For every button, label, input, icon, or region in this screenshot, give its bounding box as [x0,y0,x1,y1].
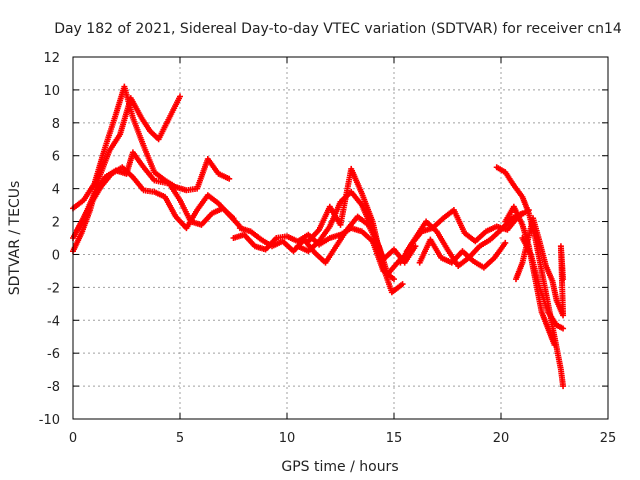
y-tick-label: 12 [43,51,60,66]
y-tick-label: 10 [43,84,60,99]
y-tick-label: -6 [47,347,60,362]
y-axis-label: SDTVAR / TECUs [7,181,23,296]
x-tick-label: 0 [69,431,77,446]
x-tick-label: 20 [493,431,510,446]
data-point [391,276,397,283]
y-tick-label: -8 [47,380,60,395]
plot-frame [72,56,609,420]
data-point [519,210,526,217]
axis-ticks: 0 5 10 15 20 25 -10 -8 -6 -4 -2 0 2 4 6 8 10 12 [39,51,617,446]
data-points [70,83,567,390]
data-point [412,243,419,250]
data-point [502,239,509,246]
data-point [226,175,233,182]
y-tick-label: -2 [47,281,60,296]
x-tick-label: 10 [279,431,296,446]
y-tick-label: 6 [52,150,60,165]
series-trace-8 [305,165,406,296]
data-point [399,281,406,288]
y-tick-label: 0 [52,248,60,263]
data-point [551,341,558,348]
x-axis-label: GPS time / hours [281,459,398,475]
data-point [560,383,567,390]
series-trace-14 [512,215,567,319]
y-tick-label: 8 [52,117,60,132]
data-point [560,276,567,283]
data-point [560,325,567,332]
data-point [177,93,183,100]
series-trace-11 [416,236,509,271]
y-tick-label: -10 [39,413,60,428]
series-trace-15 [519,235,567,332]
y-tick-label: -4 [47,314,60,329]
x-tick-label: 25 [600,431,617,446]
x-tick-label: 5 [176,431,184,446]
series-trace-4 [74,164,243,233]
x-tick-label: 15 [386,431,403,446]
y-tick-label: 2 [52,216,60,231]
chart-title: Day 182 of 2021, Sidereal Day-to-day VTE… [54,21,622,37]
y-tick-label: 4 [52,183,60,198]
